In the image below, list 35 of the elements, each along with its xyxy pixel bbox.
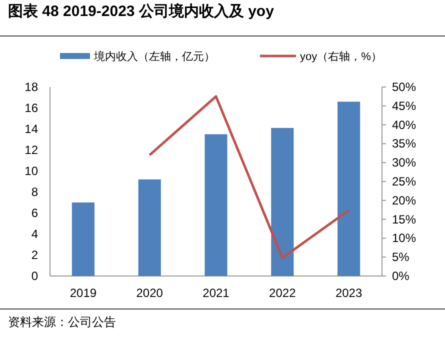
bar	[271, 128, 294, 276]
legend-label: 境内收入（左轴，亿元）	[93, 50, 215, 63]
y2-tick-label: 25%	[392, 174, 416, 188]
y2-tick-label: 20%	[392, 193, 416, 208]
x-tick-label: 2019	[70, 286, 97, 300]
y2-tick-label: 15%	[392, 212, 416, 226]
y2-tick-label: 40%	[392, 118, 416, 132]
y-tick-label: 18	[24, 80, 38, 94]
x-tick-label: 2022	[269, 286, 296, 300]
y-tick-label: 14	[24, 122, 38, 136]
y-tick-label: 0	[31, 269, 38, 283]
bar	[338, 102, 360, 276]
y-tick-label: 2	[31, 248, 38, 262]
chart-title: 图表 48 2019-2023 公司境内收入及 yoy	[8, 2, 275, 20]
x-tick-label: 2021	[202, 286, 230, 300]
x-tick-label: 2023	[335, 286, 362, 300]
y2-tick-label: 35%	[392, 136, 416, 151]
y-tick-label: 8	[31, 185, 38, 199]
y2-tick-label: 5%	[392, 250, 410, 264]
y-tick-label: 6	[31, 206, 38, 220]
y2-tick-label: 45%	[392, 98, 416, 113]
legend-label: yoy（右轴，%）	[300, 50, 382, 63]
y-tick-label: 10	[24, 164, 38, 178]
y-tick-label: 4	[31, 227, 38, 241]
bar	[72, 202, 94, 276]
y2-tick-label: 0%	[392, 269, 410, 283]
x-tick-label: 2020	[136, 286, 164, 300]
y-tick-label: 12	[24, 143, 38, 157]
bar	[138, 179, 161, 276]
bar	[204, 134, 228, 276]
y2-tick-label: 10%	[392, 231, 416, 246]
y2-tick-label: 30%	[392, 156, 416, 170]
y-tick-label: 16	[24, 101, 38, 115]
y2-tick-label: 50%	[392, 80, 416, 94]
text: 资料来源：公司公告	[8, 315, 116, 329]
